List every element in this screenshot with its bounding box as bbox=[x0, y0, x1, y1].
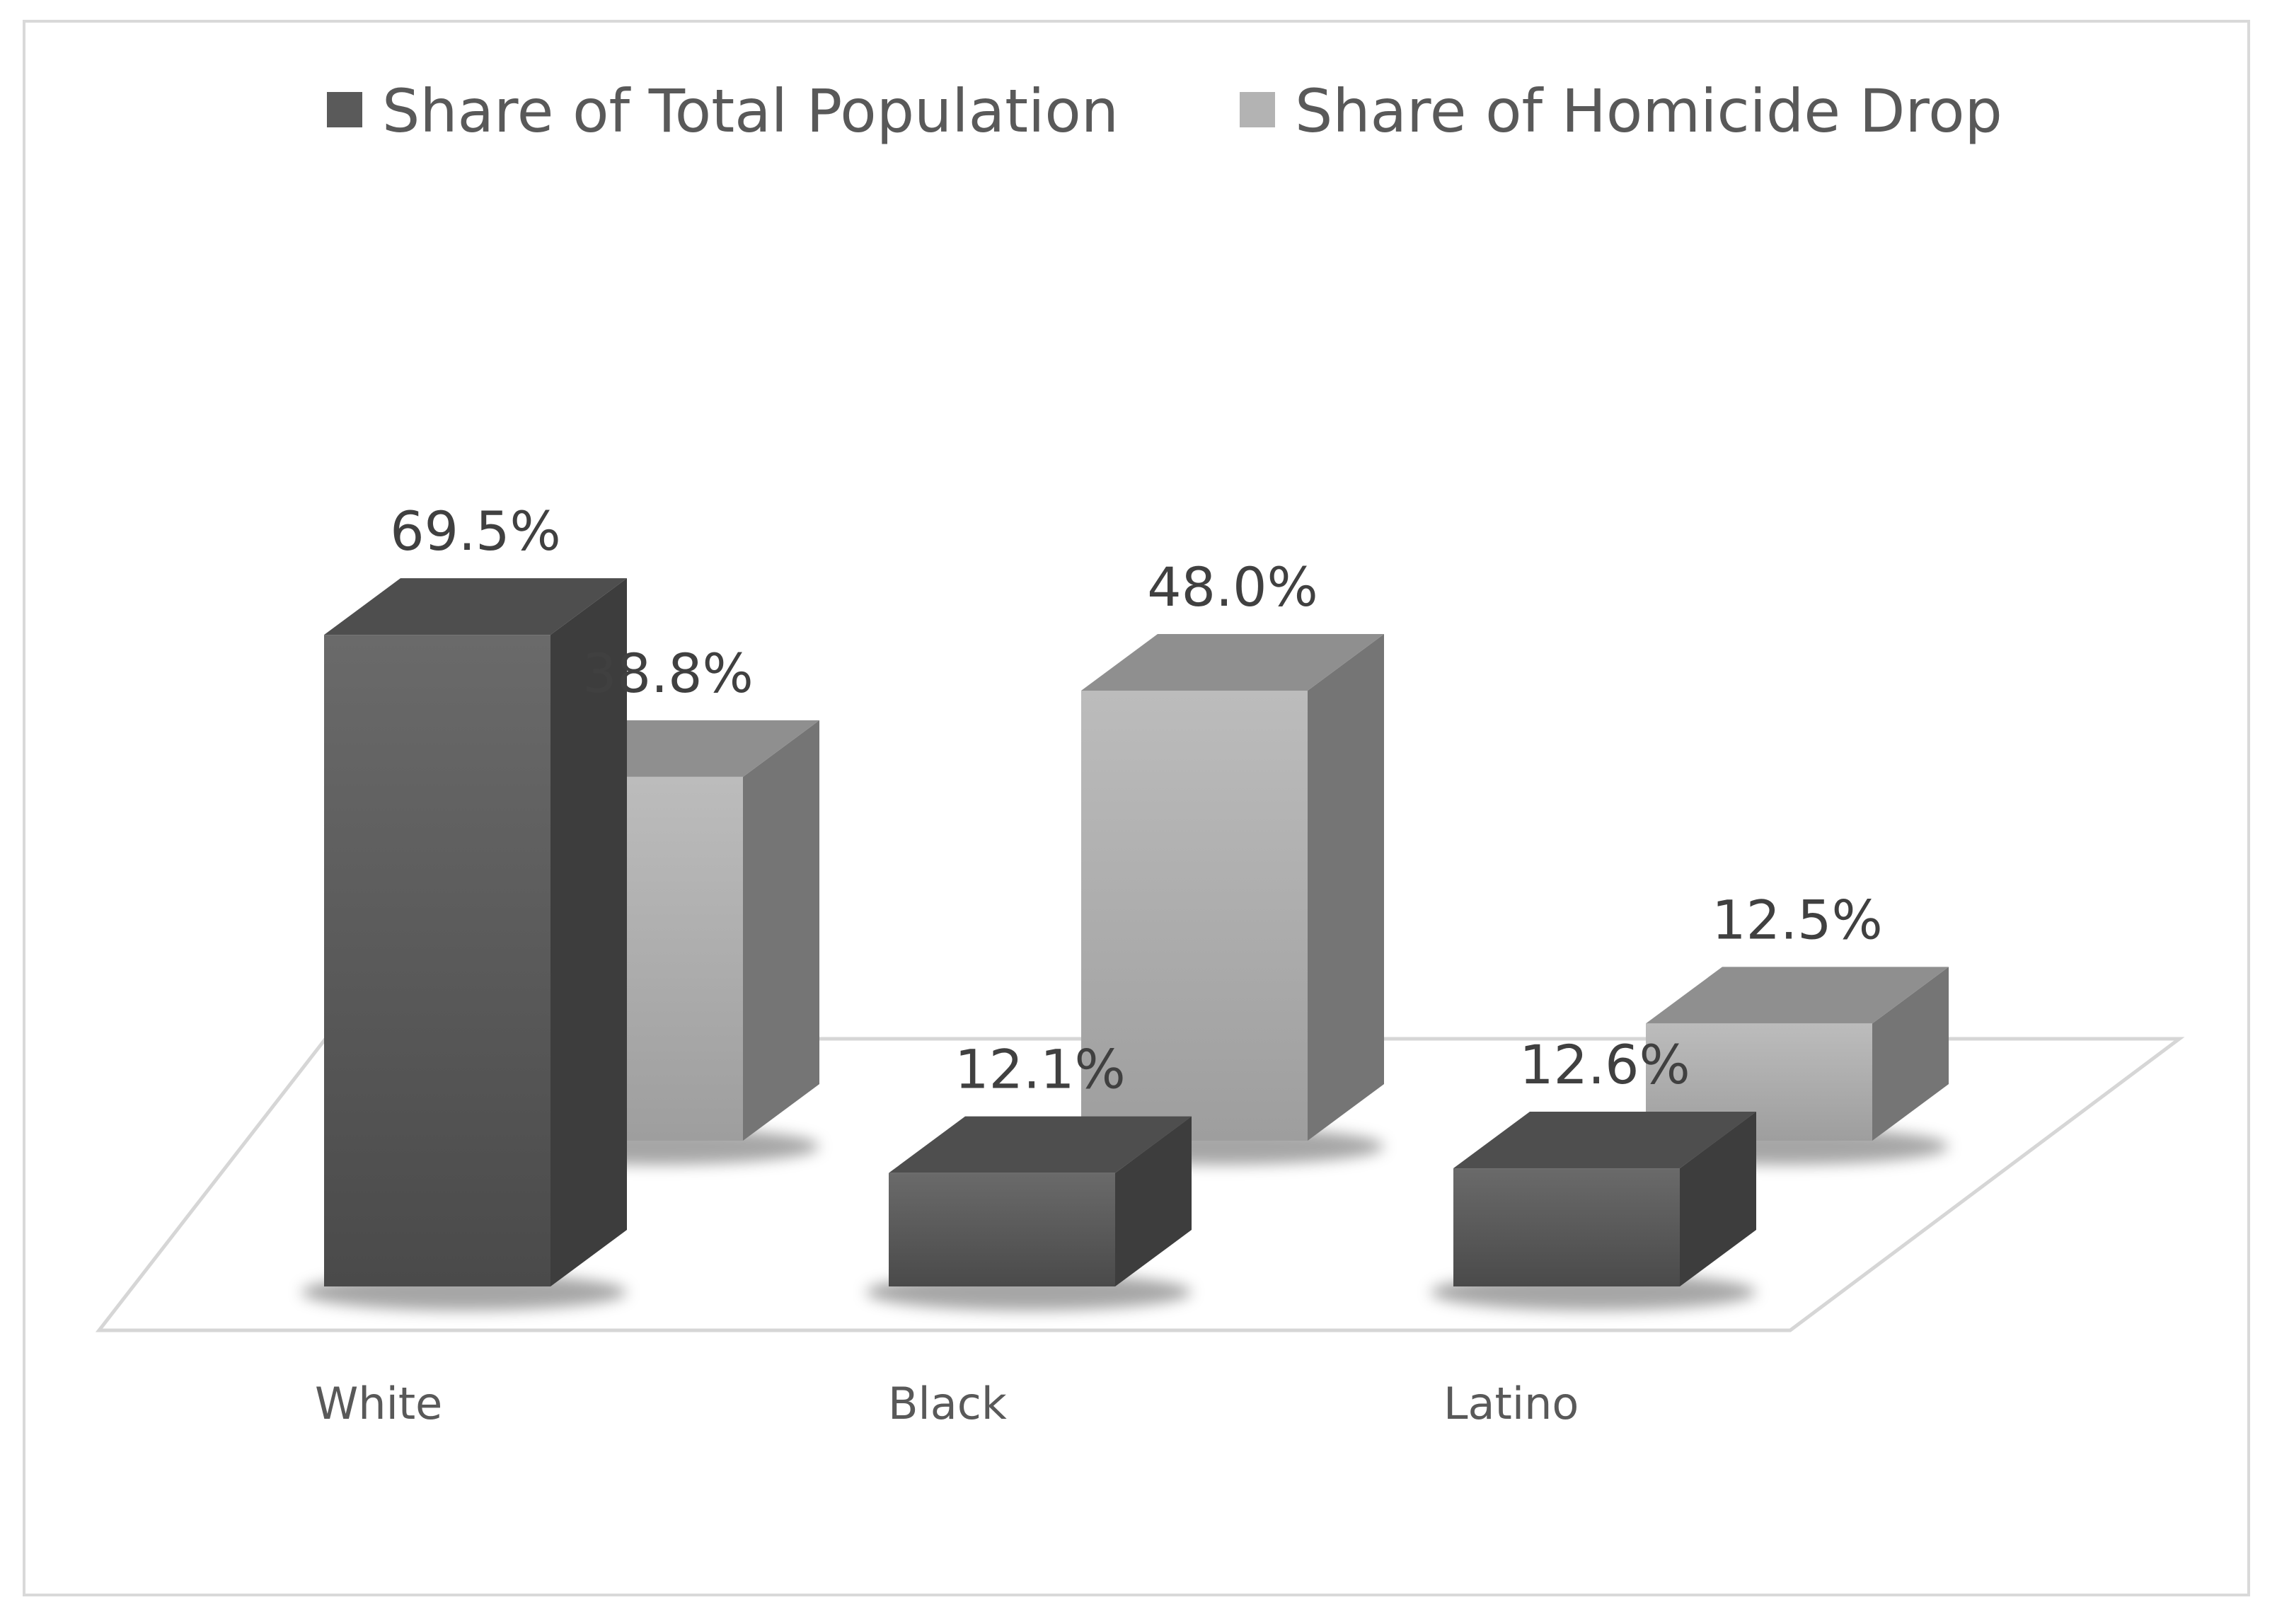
data-label-share-of-total-population-latino: 12.6% bbox=[1519, 1033, 1690, 1096]
bar-side bbox=[1115, 1116, 1192, 1286]
bar-side bbox=[743, 720, 819, 1141]
data-label-share-of-total-population-black: 12.1% bbox=[955, 1038, 1125, 1101]
bar-front bbox=[1081, 691, 1308, 1141]
data-label-share-of-total-population-white: 69.5% bbox=[390, 500, 560, 563]
bar-side bbox=[1872, 967, 1949, 1141]
bar-top bbox=[1453, 1112, 1756, 1169]
category-label-latino: Latino bbox=[1443, 1378, 1579, 1429]
bar-share-of-total-population-white bbox=[301, 578, 627, 1311]
legend: Share of Total Population Share of Homic… bbox=[327, 76, 2002, 146]
legend-item-homicide-drop: Share of Homicide Drop bbox=[1240, 76, 2002, 146]
bars bbox=[301, 578, 1949, 1311]
bar-front bbox=[889, 1173, 1115, 1286]
data-labels: 38.8% 48.0% 12.5% 69.5% 12.1% 12.6% bbox=[390, 500, 1882, 1101]
legend-label-homicide-drop: Share of Homicide Drop bbox=[1295, 76, 2002, 146]
data-label-share-of-homicide-drop-white: 38.8% bbox=[582, 642, 753, 705]
legend-swatch-total-population bbox=[327, 92, 362, 127]
bar-side bbox=[1308, 634, 1384, 1141]
bar-share-of-total-population-black bbox=[865, 1116, 1192, 1311]
bar-share-of-homicide-drop-black bbox=[1058, 634, 1384, 1165]
category-label-white: White bbox=[315, 1378, 442, 1429]
category-labels: White Black Latino bbox=[315, 1378, 1579, 1429]
bar-side bbox=[550, 578, 627, 1286]
bar-front bbox=[324, 635, 550, 1286]
data-label-share-of-homicide-drop-latino: 12.5% bbox=[1712, 888, 1882, 951]
category-label-black: Black bbox=[888, 1378, 1007, 1429]
bar-side bbox=[1680, 1112, 1756, 1286]
bar-top bbox=[1646, 967, 1949, 1024]
legend-swatch-homicide-drop bbox=[1240, 92, 1275, 127]
legend-item-total-population: Share of Total Population bbox=[327, 76, 1119, 146]
bar-front bbox=[1453, 1168, 1680, 1286]
data-label-share-of-homicide-drop-black: 48.0% bbox=[1147, 555, 1318, 618]
bar-top bbox=[1081, 634, 1384, 691]
bar-top bbox=[324, 578, 627, 635]
bar-share-of-total-population-latino bbox=[1430, 1112, 1756, 1311]
bar-top bbox=[889, 1116, 1192, 1173]
legend-label-total-population: Share of Total Population bbox=[382, 76, 1119, 146]
